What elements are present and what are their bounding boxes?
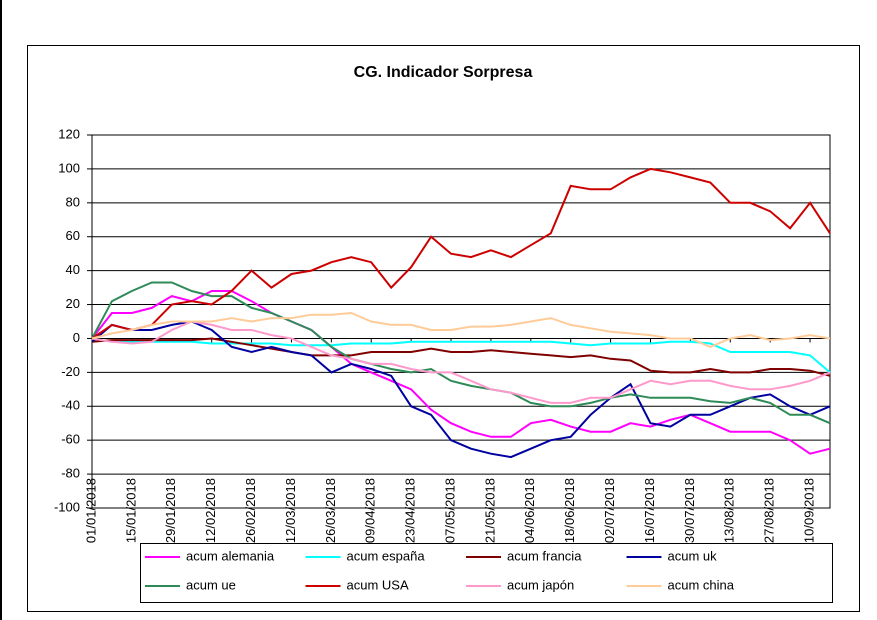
y-tick-label: 60	[66, 228, 80, 243]
y-tick-label: 120	[58, 126, 80, 141]
y-tick-label: -60	[61, 432, 80, 447]
x-tick-label: 07/05/2018	[442, 478, 457, 543]
x-tick-label: 01/01/2018	[83, 478, 98, 543]
x-tick-label: 26/03/2018	[323, 478, 338, 543]
x-tick-label: 12/02/2018	[203, 478, 218, 543]
legend-label: acum españa	[347, 548, 426, 563]
x-tick-label: 12/03/2018	[283, 478, 298, 543]
legend-label: acum USA	[347, 577, 409, 592]
series-line	[91, 320, 831, 404]
x-tick-label: 04/06/2018	[522, 478, 537, 543]
x-tick-label: 26/02/2018	[243, 478, 258, 543]
x-tick-label: 23/04/2018	[403, 478, 418, 543]
x-tick-label: 16/07/2018	[642, 478, 657, 543]
x-tick-label: 13/08/2018	[722, 478, 737, 543]
x-tick-label: 15/01/2018	[123, 478, 138, 543]
x-tick-label: 27/08/2018	[762, 478, 777, 543]
x-tick-label: 02/07/2018	[602, 478, 617, 543]
series-line	[91, 337, 831, 374]
legend-label: acum francia	[507, 548, 582, 563]
x-tick-label: 10/09/2018	[801, 478, 816, 543]
series-line	[91, 320, 831, 459]
x-tick-label: 21/05/2018	[482, 478, 497, 543]
y-tick-label: -40	[61, 398, 80, 413]
legend-label: acum uk	[668, 548, 718, 563]
y-tick-label: 0	[73, 330, 80, 345]
legend-label: acum alemania	[186, 548, 275, 563]
y-tick-label: 100	[58, 160, 80, 175]
y-tick-label: 40	[66, 262, 80, 277]
x-tick-label: 30/07/2018	[682, 478, 697, 543]
series-line	[91, 290, 831, 455]
series-line	[91, 281, 831, 425]
y-tick-label: 80	[66, 194, 80, 209]
x-tick-label: 29/01/2018	[163, 478, 178, 543]
y-tick-label: 20	[66, 296, 80, 311]
legend-label: acum ue	[186, 577, 236, 592]
legend	[140, 543, 833, 603]
y-tick-label: -100	[54, 499, 80, 514]
chart-title: CG. Indicador Sorpresa	[354, 64, 533, 81]
y-tick-label: -20	[61, 364, 80, 379]
series-line	[91, 311, 831, 348]
legend-label: acum china	[668, 577, 735, 592]
legend-label: acum japón	[507, 577, 574, 592]
x-tick-label: 18/06/2018	[562, 478, 577, 543]
series-line	[91, 337, 831, 377]
x-tick-label: 09/04/2018	[363, 478, 378, 543]
series-line	[91, 167, 831, 340]
y-tick-label: -80	[61, 466, 80, 481]
